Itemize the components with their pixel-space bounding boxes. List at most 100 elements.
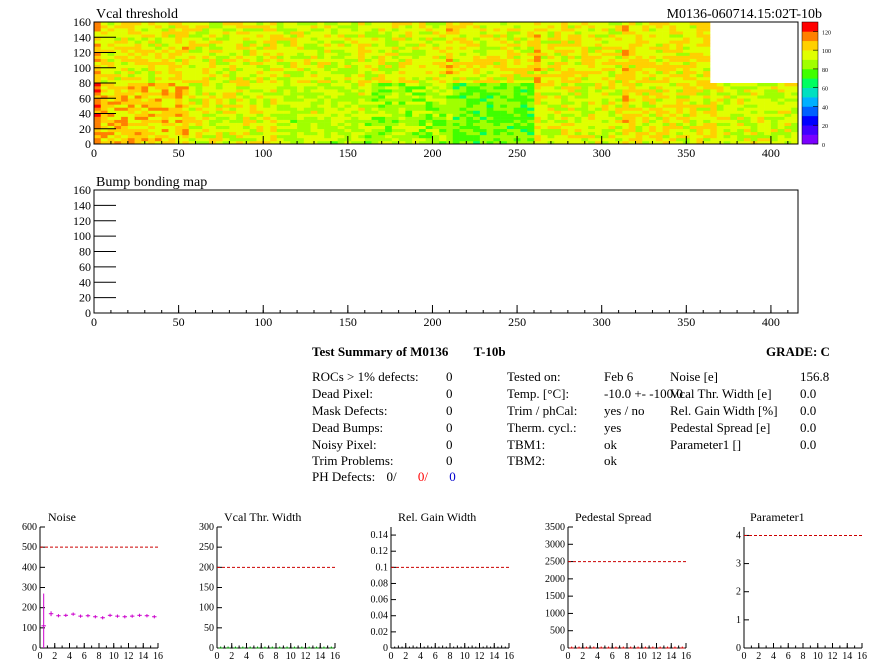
- heatmap-cell: [459, 128, 467, 133]
- heatmap-cell: [588, 61, 596, 65]
- heatmap-cell: [466, 73, 474, 78]
- heatmap-cell: [493, 116, 501, 120]
- heatmap-cell: [344, 131, 352, 136]
- heatmap-cell: [479, 83, 487, 87]
- heatmap-cell: [270, 34, 278, 38]
- heatmap-cell: [351, 116, 359, 120]
- heatmap-cell: [574, 86, 582, 90]
- heatmap-cell: [500, 73, 508, 78]
- heatmap-cell: [303, 134, 311, 139]
- heatmap-cell: [791, 137, 799, 142]
- heatmap-cell: [689, 49, 697, 53]
- heatmap-cell: [270, 140, 278, 145]
- heatmap-cell: [520, 134, 528, 139]
- heatmap-cell: [405, 70, 413, 75]
- heatmap-cell: [452, 125, 460, 130]
- heatmap-cell: [202, 64, 210, 69]
- heatmap-cell: [500, 119, 508, 123]
- heatmap-cell: [567, 76, 575, 81]
- heatmap-cell: [635, 61, 643, 65]
- heatmap-cell: [588, 58, 596, 62]
- heatmap-cell: [608, 55, 616, 59]
- heatmap-cell: [513, 58, 521, 62]
- heatmap-cell: [229, 28, 237, 32]
- heatmap-cell: [547, 46, 555, 50]
- heatmap-cell: [446, 119, 454, 123]
- heatmap-cell: [249, 55, 257, 59]
- heatmap-cell: [378, 64, 386, 69]
- heatmap-cell: [466, 113, 474, 117]
- heatmap-cell: [418, 43, 426, 47]
- heatmap-cell: [473, 67, 481, 72]
- heatmap-cell: [249, 134, 257, 139]
- heatmap-cell: [493, 31, 501, 35]
- heatmap-cell: [371, 49, 379, 53]
- heatmap-cell: [567, 52, 575, 56]
- heatmap-cell: [154, 86, 162, 90]
- heatmap-cell: [635, 55, 643, 59]
- heatmap-cell: [256, 134, 264, 139]
- heatmap-cell: [635, 125, 643, 130]
- heatmap-cell: [791, 131, 799, 136]
- heatmap-cell: [398, 37, 406, 41]
- heatmap-cell: [236, 98, 244, 102]
- heatmap-cell: [242, 79, 250, 84]
- heatmap-cell: [649, 122, 657, 126]
- heatmap-cell: [696, 95, 704, 99]
- heatmap-cell: [371, 52, 379, 56]
- heatmap-cell: [236, 95, 244, 99]
- heatmap-cell: [527, 137, 535, 142]
- heatmap-cell: [486, 79, 494, 84]
- heatmap-cell: [710, 116, 718, 120]
- heatmap-cell: [127, 34, 135, 38]
- heatmap-cell: [452, 89, 460, 93]
- heatmap-cell: [398, 122, 406, 126]
- heatmap-cell: [283, 116, 291, 120]
- heatmap-cell: [479, 98, 487, 102]
- heatmap-cell: [452, 116, 460, 120]
- heatmap-cell: [574, 43, 582, 47]
- heatmap-cell: [114, 101, 122, 105]
- heatmap-cell: [168, 40, 176, 44]
- heatmap-cell: [459, 122, 467, 126]
- heatmap-cell: [290, 67, 298, 72]
- heatmap-cell: [750, 125, 758, 130]
- heatmap-cell: [209, 79, 217, 84]
- heatmap-cell: [493, 125, 501, 130]
- heatmap-cell: [459, 46, 467, 50]
- heatmap-cell: [148, 70, 156, 75]
- heatmap-cell: [249, 43, 257, 47]
- heatmap-cell: [682, 107, 690, 111]
- heatmap-cell: [222, 73, 230, 78]
- heatmap-cell: [676, 86, 684, 90]
- heatmap-cell: [168, 25, 176, 29]
- heatmap-cell: [290, 119, 298, 123]
- heatmap-cell: [479, 89, 487, 93]
- heatmap-cell: [594, 86, 602, 90]
- bump-map#1-x-tick-label: 300: [593, 315, 611, 329]
- heatmap-cell: [696, 113, 704, 117]
- heatmap-cell: [385, 92, 393, 96]
- heatmap-cell: [561, 110, 569, 114]
- heatmap-cell: [642, 46, 650, 50]
- heatmap-cell: [222, 107, 230, 111]
- heatmap-cell: [168, 79, 176, 84]
- heatmap-cell: [696, 83, 704, 87]
- heatmap-cell: [594, 131, 602, 136]
- heatmap-cell: [256, 55, 264, 59]
- heatmap-cell: [561, 137, 569, 142]
- heatmap-cell: [682, 122, 690, 126]
- heatmap-cell: [405, 28, 413, 32]
- heatmap-cell: [493, 113, 501, 117]
- heatmap-cell: [391, 107, 399, 111]
- heatmap-cell: [148, 140, 156, 145]
- heatmap-cell: [425, 64, 433, 69]
- heatmap-cell: [601, 55, 609, 59]
- heatmap-cell: [594, 22, 602, 26]
- heatmap-cell: [148, 76, 156, 81]
- heatmap-cell: [520, 98, 528, 102]
- heatmap-cell: [655, 101, 663, 105]
- heatmap-cell: [344, 37, 352, 41]
- heatmap-cell: [175, 55, 183, 59]
- heatmap-cell: [182, 31, 190, 35]
